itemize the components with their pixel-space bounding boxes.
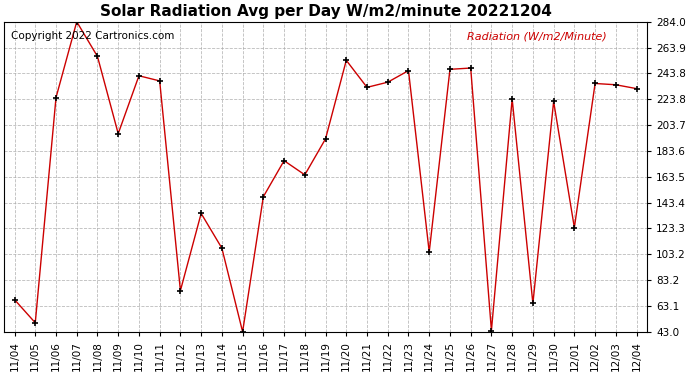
Text: Radiation (W/m2/Minute): Radiation (W/m2/Minute) xyxy=(467,31,607,41)
Title: Solar Radiation Avg per Day W/m2/minute 20221204: Solar Radiation Avg per Day W/m2/minute … xyxy=(99,4,551,19)
Text: Copyright 2022 Cartronics.com: Copyright 2022 Cartronics.com xyxy=(10,31,174,41)
